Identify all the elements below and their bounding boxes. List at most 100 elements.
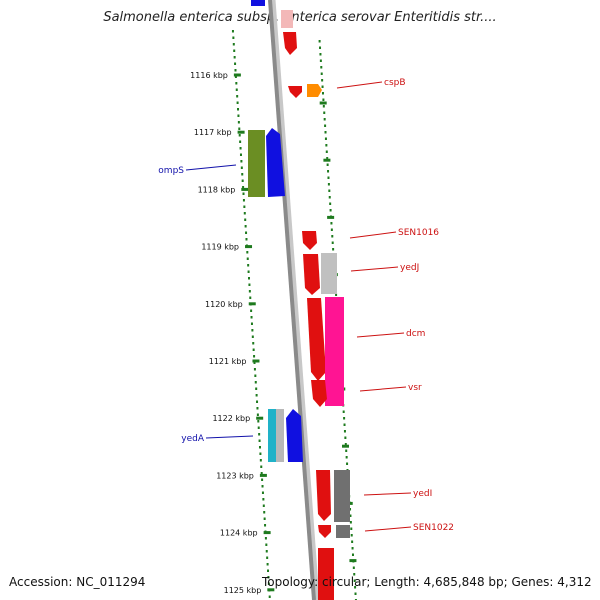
- feature-ompS-olive[interactable]: [248, 130, 265, 197]
- feature-cspB-red[interactable]: [288, 86, 302, 98]
- feature-bottom-red[interactable]: [318, 548, 334, 600]
- rail-dot-right: [322, 105, 325, 108]
- rail-dot-left: [242, 192, 245, 195]
- feature-SEN1022-red[interactable]: [318, 525, 331, 538]
- rail-dot-left: [267, 582, 270, 585]
- rail-dot-left: [239, 140, 242, 143]
- rail-dot-right: [330, 228, 333, 231]
- tick-label: 1117 kbp: [194, 128, 232, 137]
- minor-tick: [342, 444, 350, 448]
- rail-dot-left: [262, 504, 265, 507]
- rail-dot-left: [255, 394, 258, 397]
- gene-label-yedJ[interactable]: yedJ: [400, 263, 419, 273]
- rail-dot-left: [261, 491, 264, 494]
- rail-dot-right: [329, 202, 332, 205]
- rail-dot-left: [266, 556, 269, 559]
- rail-dot-left: [258, 433, 261, 436]
- rail-dot-left: [260, 472, 263, 475]
- gene-label-ompS[interactable]: ompS: [158, 166, 184, 176]
- minor-tick: [319, 101, 327, 105]
- gene-leader-line: [350, 266, 399, 272]
- feature-cspB[interactable]: [307, 84, 322, 97]
- rail-dot-right: [330, 222, 333, 225]
- gene-label-yedA[interactable]: yedA: [181, 434, 205, 444]
- rail-dot-right: [349, 514, 352, 517]
- feature-yedA-blue[interactable]: [286, 409, 303, 462]
- rail-dot-right: [327, 176, 330, 179]
- rail-dot-left: [245, 238, 248, 241]
- rail-dot-left: [265, 543, 268, 546]
- rail-dot-left: [246, 251, 249, 254]
- feature-yedI-red[interactable]: [316, 470, 331, 521]
- gene-label-yedI[interactable]: yedI: [413, 489, 432, 499]
- gene-leader-line: [185, 164, 237, 171]
- rail-dot-left: [248, 277, 251, 280]
- rail-dot-left: [237, 121, 240, 124]
- gene-leader-line: [356, 332, 405, 338]
- feature-vsr[interactable]: [311, 380, 327, 407]
- rail-dot-left: [256, 400, 259, 403]
- major-tick: [233, 73, 241, 77]
- major-tick: [237, 130, 245, 134]
- feature-yedA[interactable]: [268, 409, 276, 462]
- rail-dot-right: [328, 189, 331, 192]
- rail-dot-left: [241, 179, 244, 182]
- feature-ompS[interactable]: [266, 128, 285, 197]
- rail-dot-left: [234, 69, 237, 72]
- minor-tick: [327, 215, 335, 219]
- rail-dot-right: [323, 111, 326, 114]
- rail-dot-left: [250, 316, 253, 319]
- gene-leader-line: [364, 526, 412, 532]
- feature-top-red[interactable]: [283, 32, 297, 55]
- rail-dot-left: [256, 407, 259, 410]
- rail-dot-left: [243, 205, 246, 208]
- rail-dot-left: [267, 569, 270, 572]
- rail-dot-left: [236, 95, 239, 98]
- rail-dot-left: [247, 264, 250, 267]
- feature-top-pink[interactable]: [281, 10, 293, 28]
- feature-dcm[interactable]: [307, 298, 326, 381]
- feature-yedA-gray[interactable]: [276, 409, 284, 462]
- gene-label-SEN1016[interactable]: SEN1016: [398, 228, 439, 238]
- rail-dot-right: [319, 59, 322, 62]
- feature-SEN1022[interactable]: [336, 525, 350, 538]
- rail-dot-left: [253, 368, 256, 371]
- rail-dot-left: [238, 134, 241, 137]
- rail-dot-left: [245, 231, 248, 234]
- rail-dot-left: [267, 576, 270, 579]
- feature-SEN1016[interactable]: [302, 231, 317, 250]
- feature-dcm-pink[interactable]: [325, 297, 344, 406]
- rail-dot-left: [251, 335, 254, 338]
- rail-dot-right: [354, 586, 357, 589]
- tick-label: 1121 kbp: [209, 357, 247, 366]
- rail-dot-left: [253, 361, 256, 364]
- feature-yedJ-red[interactable]: [303, 254, 320, 295]
- rail-dot-left: [257, 420, 260, 423]
- rail-dot-right: [349, 508, 352, 511]
- gene-label-dcm[interactable]: dcm: [406, 329, 425, 339]
- gene-label-vsr[interactable]: vsr: [408, 383, 422, 393]
- rail-dot-right: [343, 430, 346, 433]
- rail-dot-right: [351, 547, 354, 550]
- rail-dot-left: [263, 517, 266, 520]
- minor-tick: [323, 158, 331, 162]
- rail-dot-left: [259, 459, 262, 462]
- rail-dot-left: [250, 322, 253, 325]
- feature-yedI[interactable]: [334, 470, 350, 522]
- gene-label-SEN1022[interactable]: SEN1022: [413, 523, 454, 533]
- rail-dot-left: [260, 465, 263, 468]
- tick-layer: 1116 kbp 1117 kbp 1118 kbp 1119 kbp 1120 kbp…: [190, 30, 357, 600]
- rail-dot-right: [352, 566, 355, 569]
- rail-dot-right: [324, 137, 327, 140]
- rail-dot-right: [342, 410, 345, 413]
- rail-dot-right: [353, 573, 356, 576]
- rail-dot-left: [243, 212, 246, 215]
- rail-dot-left: [240, 166, 243, 169]
- rail-dot-left: [237, 114, 240, 117]
- map-title: Salmonella enterica subsp. enterica sero…: [103, 10, 497, 25]
- gene-leader-line: [359, 386, 407, 392]
- feature-yedJ[interactable]: [321, 253, 337, 294]
- gene-label-cspB[interactable]: cspB: [384, 78, 406, 88]
- feature-top-blue[interactable]: [251, 0, 265, 6]
